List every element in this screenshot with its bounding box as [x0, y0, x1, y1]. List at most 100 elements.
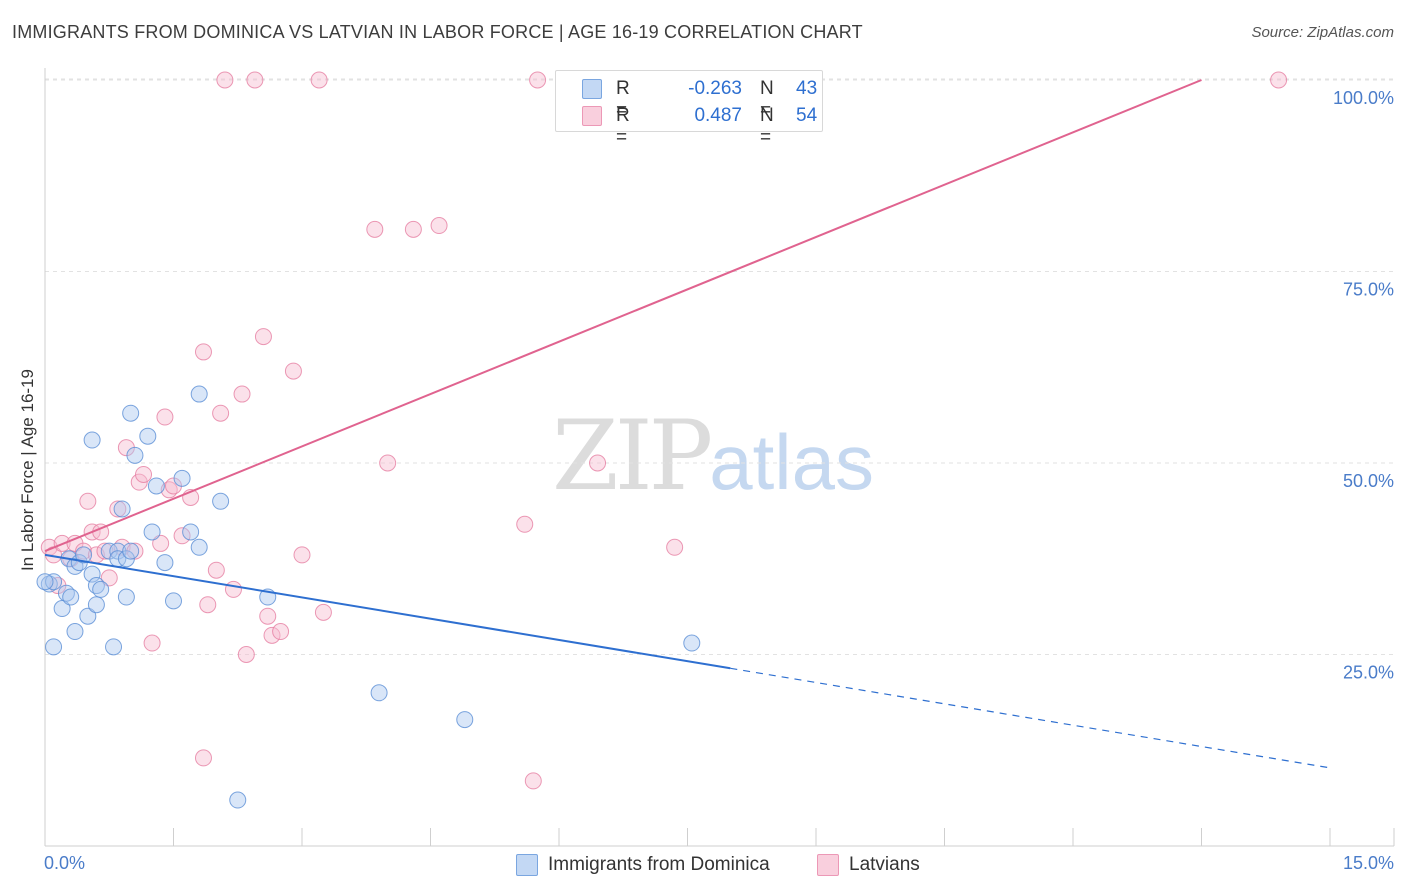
latvian-point — [293, 546, 311, 564]
legend-n-value: 54 — [796, 105, 818, 126]
latvian-point — [216, 71, 234, 89]
legend-swatch-pink — [817, 854, 839, 876]
latvian-point — [96, 542, 114, 560]
latvian-point — [666, 538, 684, 556]
latvian-point — [314, 603, 332, 621]
latvian-point — [212, 404, 230, 422]
dominica-point — [66, 623, 84, 641]
latvian-point — [284, 362, 302, 380]
latvian-point — [152, 534, 170, 552]
latvian-point — [379, 454, 397, 472]
dominica-point — [370, 684, 388, 702]
latvian-point — [207, 561, 225, 579]
latvian-point — [263, 626, 281, 644]
y-tick-label: 25.0% — [1343, 663, 1394, 683]
x-tick-label: 15.0% — [1343, 853, 1394, 873]
latvian-point — [430, 217, 448, 235]
correlation-legend: R = -0.263 N = 43 R = 0.487 N = 54 — [555, 70, 823, 148]
label-layer: 25.0% 50.0% 75.0% 100.0% 0.0% 15.0% — [44, 88, 1394, 873]
latvian-point — [79, 492, 97, 510]
series-layer — [36, 71, 1288, 809]
dominica-trend-extension — [730, 667, 1331, 769]
dominica-point — [173, 469, 191, 487]
latvian-point — [366, 220, 384, 238]
dominica-point — [45, 638, 63, 656]
legend-r-value: 0.487 — [694, 105, 742, 126]
dominica-point — [83, 431, 101, 449]
legend-n-value: 43 — [796, 78, 818, 99]
latvian-point — [75, 542, 93, 560]
dominica-point — [45, 573, 63, 591]
legend-r-label: R = — [616, 78, 630, 121]
latvian-point — [529, 71, 547, 89]
dominica-point — [75, 546, 93, 564]
dominica-point — [117, 550, 135, 568]
latvian-point — [130, 473, 148, 491]
dominica-point — [683, 634, 701, 652]
latvian-point — [233, 385, 251, 403]
latvian-point — [109, 500, 127, 518]
y-tick-label: 50.0% — [1343, 471, 1394, 491]
latvian-point — [272, 623, 290, 641]
dominica-point — [165, 592, 182, 610]
latvian-point — [524, 772, 542, 790]
latvian-point — [194, 343, 212, 361]
latvian-point — [135, 465, 153, 483]
source-label: Source: ZipAtlas.com — [1251, 24, 1394, 41]
dominica-point — [126, 446, 144, 464]
dominica-point — [113, 500, 131, 518]
legend-r-value: -0.263 — [688, 78, 742, 99]
trend-layer — [44, 79, 1331, 769]
grid-layer — [45, 78, 1394, 655]
latvian-point — [310, 71, 328, 89]
latvian-point — [254, 328, 272, 346]
dominica-point — [83, 565, 101, 583]
dominica-point — [212, 492, 230, 510]
watermark-zip: ZIP — [552, 400, 713, 512]
legend-n-label: N = — [760, 105, 774, 148]
dominica-point — [92, 580, 110, 598]
latvian-point — [199, 596, 217, 614]
latvian-point — [404, 220, 422, 238]
latvian-point — [516, 515, 534, 533]
legend-n-label: N = — [760, 78, 774, 121]
latvian-point — [100, 569, 118, 587]
dominica-point — [117, 588, 135, 606]
legend-swatch-blue — [582, 79, 602, 99]
latvian-point — [224, 580, 242, 598]
dominica-point — [190, 538, 208, 556]
latvian-point — [589, 454, 607, 472]
dominica-point — [87, 596, 105, 614]
latvian-point — [246, 71, 264, 89]
dominica-point — [122, 404, 140, 422]
legend-item-label: Latvians — [849, 854, 920, 875]
latvian-point — [194, 749, 212, 767]
latvian-point — [173, 527, 191, 545]
latvian-point — [156, 408, 174, 426]
legend-item-label: Immigrants from Dominica — [548, 854, 770, 875]
y-tick-label: 100.0% — [1333, 88, 1394, 108]
watermark-atlas: atlas — [709, 418, 874, 506]
watermark: ZIPatlas — [552, 400, 874, 512]
latvian-point — [237, 646, 255, 663]
chart-title: IMMIGRANTS FROM DOMINICA VS LATVIAN IN L… — [12, 22, 863, 42]
y-tick-label: 75.0% — [1343, 280, 1394, 300]
axis-layer — [44, 68, 1395, 847]
dominica-point — [122, 542, 140, 560]
latvian-trend-line — [44, 79, 1202, 553]
dominica-point — [182, 523, 200, 541]
legend-r-label: R = — [616, 105, 630, 148]
series-legend: Immigrants from Dominica Latvians — [0, 851, 1406, 879]
dominica-point — [139, 427, 157, 445]
dominica-point — [229, 791, 247, 809]
x-tick-label: 0.0% — [44, 853, 85, 873]
legend-swatch-pink — [582, 106, 602, 126]
legend-swatch-blue — [516, 854, 538, 876]
dominica-point — [456, 711, 474, 729]
dominica-point — [147, 477, 165, 495]
dominica-point — [105, 638, 123, 656]
dominica-point — [143, 523, 161, 541]
latvian-point — [1270, 71, 1288, 89]
latvian-point — [259, 607, 277, 625]
